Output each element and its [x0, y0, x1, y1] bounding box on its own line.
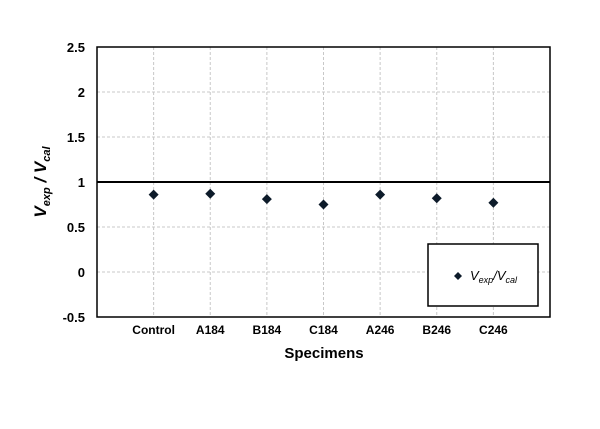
y-tick-label: 0.5	[67, 220, 85, 235]
y-tick-label: 2	[78, 85, 85, 100]
legend: Vexp/Vcal	[427, 243, 539, 307]
y-tick-label: 2.5	[67, 40, 85, 55]
data-point	[261, 194, 272, 205]
y-tick-label: 1.5	[67, 130, 85, 145]
x-tick-label: A246	[366, 323, 395, 337]
data-point	[375, 189, 386, 200]
x-axis-label: Specimens	[284, 345, 363, 362]
data-point	[148, 189, 159, 200]
y-tick-label: 0	[78, 265, 85, 280]
x-tick-label: B246	[422, 323, 451, 337]
y-axis-label: Vexp / Vcal	[31, 145, 53, 217]
y-tick-label: 1	[78, 175, 85, 190]
x-tick-label: Control	[132, 323, 175, 337]
data-point	[205, 188, 216, 199]
legend-marker	[454, 272, 462, 280]
x-tick-label: B184	[253, 323, 282, 337]
legend-box	[427, 243, 539, 307]
y-tick-label: -0.5	[63, 310, 85, 325]
data-point	[431, 193, 442, 204]
data-point	[488, 197, 499, 208]
x-tick-label: A184	[196, 323, 225, 337]
x-tick-label: C184	[309, 323, 338, 337]
data-point	[318, 199, 329, 210]
x-tick-label: C246	[479, 323, 508, 337]
legend-label: Vexp/Vcal	[470, 268, 518, 285]
